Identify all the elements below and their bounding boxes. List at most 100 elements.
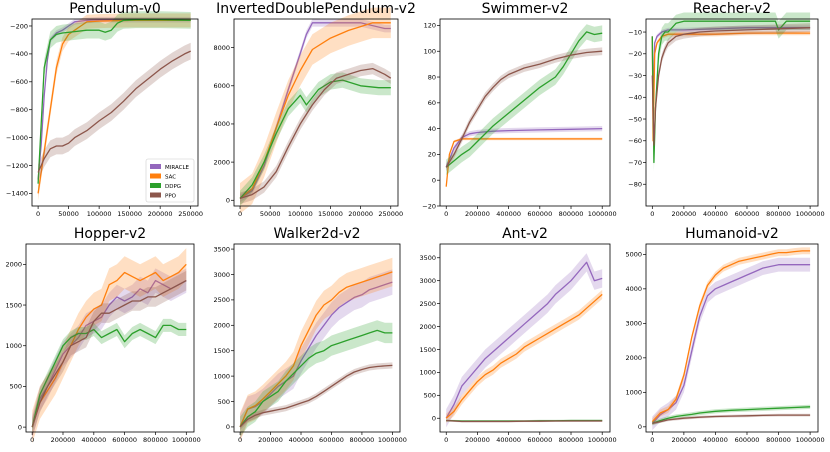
plot-frame <box>645 18 819 207</box>
y-tick-label: −20 <box>628 50 642 58</box>
band-ppo <box>32 270 187 437</box>
x-tick-label: 200000 <box>465 436 490 444</box>
panel-title: Hopper-v2 <box>74 226 146 242</box>
panel-ant-v2: 0 200000 400000 600000 800000 1000000 0 500 1000… <box>419 226 616 444</box>
band-ddpg <box>32 318 187 434</box>
y-tick-label: −400 <box>10 50 28 58</box>
x-tick-label: 1000000 <box>796 436 825 444</box>
y-tick-label: 1500 <box>5 301 22 309</box>
band-miracle <box>38 16 191 183</box>
x-tick-label: 200000 <box>148 210 173 218</box>
band-sac <box>240 257 393 442</box>
y-tick-label: 0 <box>18 423 22 431</box>
y-tick-label: 2000 <box>625 354 642 362</box>
x-tick-label: 800000 <box>559 436 584 444</box>
x-tick-label: 200000 <box>348 210 373 218</box>
series-line-miracle <box>239 22 391 199</box>
x-tick-label: 150000 <box>117 210 142 218</box>
x-tick-label: 400000 <box>81 436 106 444</box>
x-tick-label: 600000 <box>527 210 552 218</box>
y-tick-label: 100 <box>424 48 436 56</box>
y-tick-label: 5000 <box>625 251 642 259</box>
y-tick-label: 3500 <box>213 245 230 253</box>
y-tick-label: 8000 <box>213 44 230 52</box>
y-tick-label: 500 <box>424 392 436 400</box>
y-tick-label: 0 <box>226 197 230 205</box>
series-line-ppo <box>31 280 187 428</box>
legend-swatch-ppo <box>150 192 161 198</box>
series-line-ppo <box>446 419 603 423</box>
y-tick-label: 3500 <box>419 254 436 262</box>
panel-title: Humanoid-v2 <box>685 226 779 242</box>
legend-swatch-ddpg <box>150 183 161 188</box>
x-tick-label: 800000 <box>143 436 168 444</box>
y-tick-label: −50 <box>628 115 642 123</box>
y-tick-label: 2000 <box>419 323 436 331</box>
y-tick-label: −200 <box>10 22 28 30</box>
y-tick-label: −70 <box>628 159 642 167</box>
y-tick-label: 3000 <box>419 277 436 285</box>
x-tick-label: 250000 <box>178 210 203 218</box>
series-line-ppo <box>239 67 392 200</box>
panel-title: Swimmer-v2 <box>482 1 569 17</box>
y-tick-label: 120 <box>424 22 436 30</box>
x-tick-label: 400000 <box>496 210 521 218</box>
series-line-miracle <box>651 27 811 120</box>
plot-frame <box>233 18 399 207</box>
series-line-sac <box>445 293 603 419</box>
x-tick-label: 600000 <box>735 436 760 444</box>
series-line-sac <box>651 32 811 142</box>
y-tick-label: 2000 <box>213 322 230 330</box>
series-line-sac <box>31 263 187 428</box>
y-tick-label: 0 <box>432 415 436 423</box>
series-line-miracle <box>445 261 603 419</box>
band-sac <box>446 289 603 423</box>
series-line-ddpg <box>445 31 603 168</box>
y-tick-label: 6000 <box>213 82 230 90</box>
x-tick-label: 1000000 <box>172 436 201 444</box>
x-tick-label: 1000000 <box>588 210 617 218</box>
panel-walker2d-v2: 0 200000 400000 600000 800000 1000000 0 500 1000… <box>213 226 406 444</box>
panel-pendulum-v0: 0 50000 100000 150000 200000 250000 −200 −400 −6… <box>6 1 203 218</box>
x-tick-label: 250000 <box>378 210 403 218</box>
y-tick-label: −600 <box>10 78 28 86</box>
x-tick-label: 800000 <box>350 436 375 444</box>
x-tick-label: 600000 <box>527 436 552 444</box>
plot-frame <box>645 243 819 433</box>
series-line-ddpg <box>37 19 191 184</box>
band-ddpg <box>240 320 393 438</box>
panel-title: Pendulum-v0 <box>69 1 160 17</box>
y-tick-label: 2500 <box>419 300 436 308</box>
y-tick-label: 40 <box>428 125 436 133</box>
y-tick-label: 500 <box>218 398 230 406</box>
x-tick-label: 0 <box>30 436 34 444</box>
y-tick-label: −1200 <box>6 162 28 170</box>
series-line-ppo <box>37 50 191 173</box>
x-tick-label: 400000 <box>289 436 314 444</box>
y-tick-label: 3000 <box>625 320 642 328</box>
band-sac <box>32 248 187 444</box>
series-line-miracle <box>651 264 811 424</box>
x-tick-label: 400000 <box>496 436 521 444</box>
y-tick-label: 2000 <box>5 261 22 269</box>
y-tick-label: 1000 <box>625 389 642 397</box>
y-tick-label: −30 <box>628 72 642 80</box>
x-tick-label: 0 <box>650 210 654 218</box>
panel-title: InvertedDoublePendulum-v2 <box>216 1 416 17</box>
band-ddpg <box>240 72 391 207</box>
legend-label-miracle: MIRACLE <box>165 165 190 171</box>
panel-swimmer-v2: 0 200000 400000 600000 800000 1000000 −20 0 20 40… <box>422 1 616 218</box>
x-tick-label: 0 <box>238 210 242 218</box>
x-tick-label: 150000 <box>318 210 343 218</box>
y-tick-label: 1000 <box>213 372 230 380</box>
band-ddpg <box>652 404 811 426</box>
legend-swatch-miracle <box>150 164 161 169</box>
y-tick-label: −1000 <box>6 134 28 142</box>
plot-frame <box>439 18 611 207</box>
series-line-ppo <box>651 27 811 146</box>
series-line-sac <box>445 138 603 187</box>
x-tick-label: 0 <box>444 210 448 218</box>
y-tick-label: 2500 <box>213 296 230 304</box>
series-line-ppo <box>652 414 811 425</box>
